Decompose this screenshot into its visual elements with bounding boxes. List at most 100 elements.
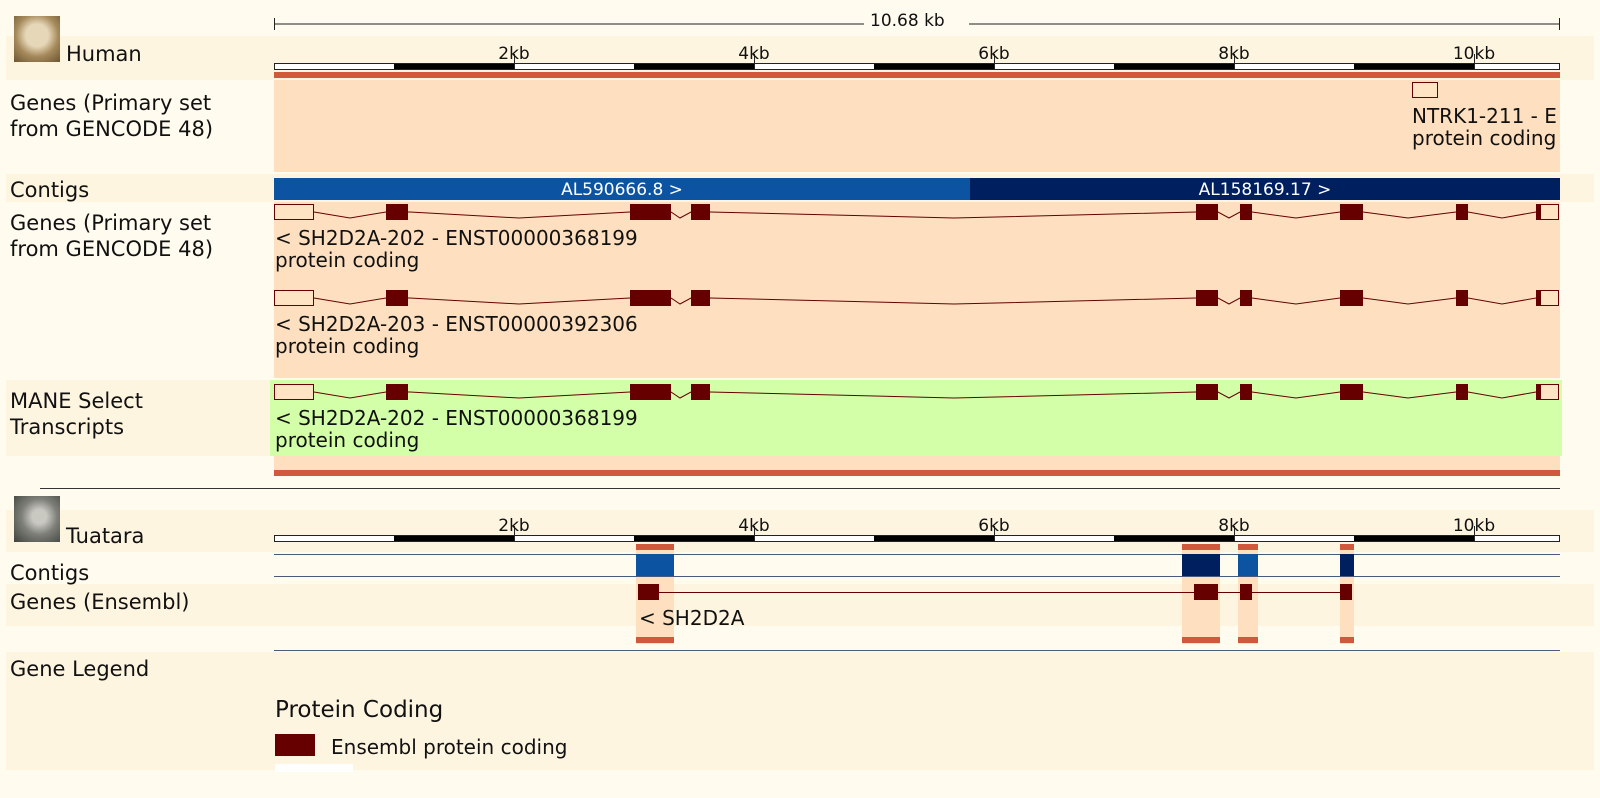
mane-track-label[interactable]: MANE Select Transcripts [10,389,143,439]
tuatara-header-band [6,510,1594,552]
transcript-203-introns [313,297,1537,305]
transcript-202-introns [313,211,1537,219]
mane-exon[interactable] [630,384,671,400]
ntrk1-utr-feature[interactable] [1412,82,1438,98]
transcript-203-exon[interactable] [1196,290,1218,306]
tuatara-tick-4kb: 4kb [738,516,770,536]
genes-top-track-label[interactable]: Genes (Primary set from GENCODE 48) [10,91,214,141]
tuatara-genes-band [6,584,1594,626]
tuatara-contig[interactable] [1340,554,1354,576]
transcript-202-utr-right[interactable] [1540,204,1559,220]
transcript-203-exon[interactable] [1456,290,1468,306]
tuatara-highlight-bottom-edge [1238,637,1258,643]
highlight-bottom-fill [274,456,1560,470]
tuatara-highlight-top-edge [1182,544,1220,550]
scale-bar [274,18,1560,30]
genes-main-track-label[interactable]: Genes (Primary set from GENCODE 48) [10,211,214,261]
scale-label: 10.68 kb [870,11,945,31]
tuatara-tick-10kb: 10kb [1452,516,1496,536]
tuatara-highlight-bottom-edge [1340,637,1354,643]
tuatara-highlight-bottom-edge [636,637,674,643]
transcript-202-biotype: protein coding [275,248,420,272]
tuatara-ruler [274,526,1560,542]
tuatara-species-label: Tuatara [66,524,145,548]
legend-band [6,652,1594,770]
transcript-203-exon[interactable] [1536,290,1540,306]
transcript-203-exon[interactable] [1240,290,1252,306]
mane-exon[interactable] [1340,384,1363,400]
transcript-203-exon[interactable] [1340,290,1363,306]
human-tick-8kb: 8kb [1218,44,1250,64]
transcript-202-exon[interactable] [1340,204,1363,220]
mane-label-band [6,380,270,456]
tuatara-tick-8kb: 8kb [1218,516,1250,536]
human-species-label: Human [66,42,142,66]
human-tick-10kb: 10kb [1452,44,1496,64]
tuatara-tick-2kb: 2kb [498,516,530,536]
tuatara-gene-exon[interactable] [1240,584,1252,600]
contig-al590666[interactable]: AL590666.8 > [274,178,970,200]
tuatara-contig[interactable] [1182,554,1220,576]
transcript-203-exon[interactable] [691,290,710,306]
tuatara-portrait-icon[interactable] [14,496,60,542]
contig-al158169[interactable]: AL158169.17 > [970,178,1560,200]
legend-heading: Protein Coding [275,697,444,723]
transcript-203-exon[interactable] [630,290,671,306]
genes-top-track [274,80,1560,172]
transcript-203-label[interactable]: < SH2D2A-203 - ENST00000392306 [275,312,638,336]
transcript-203-exon[interactable] [386,290,408,306]
mane-exon[interactable] [1536,384,1540,400]
mane-exon[interactable] [1240,384,1252,400]
transcript-202-exon[interactable] [1196,204,1218,220]
legend-item-label: Ensembl protein coding [331,735,568,759]
mane-exon[interactable] [1196,384,1218,400]
human-tick-6kb: 6kb [978,44,1010,64]
legend-track-label[interactable]: Gene Legend [10,657,150,681]
highlight-top-edge [274,72,1560,78]
transcript-202-exon[interactable] [386,204,408,220]
mane-transcript-introns [313,391,1537,399]
tuatara-gene-exon[interactable] [638,584,659,600]
tuatara-contigs-track-label[interactable]: Contigs [10,561,90,585]
transcript-202-exon[interactable] [1240,204,1252,220]
transcript-203-utr-right[interactable] [1540,290,1559,306]
tuatara-tick-6kb: 6kb [978,516,1010,536]
transcript-203-utr-left[interactable] [274,290,314,306]
tuatara-track-end-line [274,650,1560,651]
tuatara-highlight-bottom-edge [1182,637,1220,643]
tuatara-gene-intron [658,592,1348,593]
ntrk1-transcript-label[interactable]: NTRK1-211 - E [1412,104,1557,128]
highlight-bottom-edge [274,470,1560,476]
mane-utr-right[interactable] [1540,384,1559,400]
mane-exon[interactable] [386,384,408,400]
tuatara-highlight-top-edge [1340,544,1354,550]
tuatara-contig-line [274,554,1560,555]
human-portrait-icon[interactable] [14,16,60,62]
transcript-202-label[interactable]: < SH2D2A-202 - ENST00000368199 [275,226,638,250]
transcript-202-exon[interactable] [1456,204,1468,220]
legend-next-swatch [275,764,353,772]
tuatara-contig-line [274,576,1560,577]
human-tick-2kb: 2kb [498,44,530,64]
species-divider [40,488,1560,489]
transcript-202-exon[interactable] [1536,204,1540,220]
transcript-203-biotype: protein coding [275,334,420,358]
tuatara-genes-track-label[interactable]: Genes (Ensembl) [10,590,190,614]
tuatara-contig[interactable] [1238,554,1258,576]
tuatara-gene-exon[interactable] [1194,584,1218,600]
contigs-track-label[interactable]: Contigs [10,178,90,202]
mane-transcript-label[interactable]: < SH2D2A-202 - ENST00000368199 [275,406,638,430]
human-tick-4kb: 4kb [738,44,770,64]
tuatara-gene-label[interactable]: < SH2D2A [639,606,745,630]
mane-exon[interactable] [1456,384,1468,400]
transcript-202-utr-left[interactable] [274,204,314,220]
mane-exon[interactable] [691,384,710,400]
transcript-202-exon[interactable] [630,204,671,220]
tuatara-contig[interactable] [636,554,674,576]
human-ruler [274,54,1560,70]
mane-utr-left[interactable] [274,384,314,400]
mane-transcript-biotype: protein coding [275,428,420,452]
transcript-202-exon[interactable] [691,204,710,220]
tuatara-gene-exon[interactable] [1340,584,1352,600]
ntrk1-biotype-label: protein coding [1412,126,1557,150]
